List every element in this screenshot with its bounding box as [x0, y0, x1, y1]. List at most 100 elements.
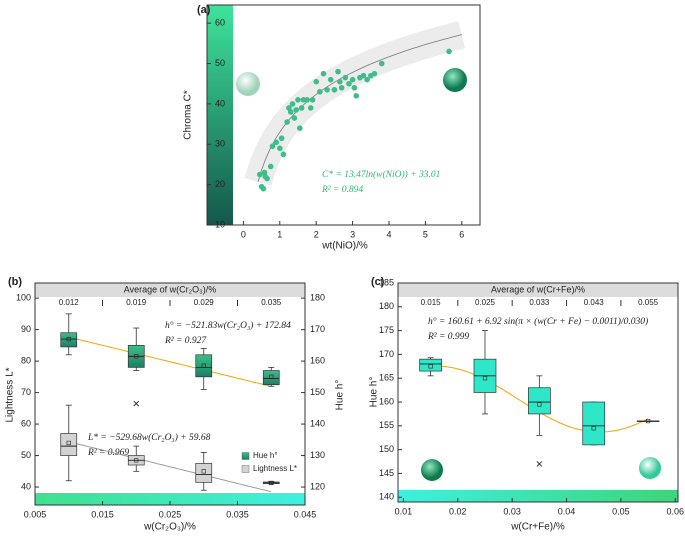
- point: [269, 143, 276, 150]
- x-tick-label: 0.06: [667, 506, 685, 516]
- mean: [134, 354, 139, 359]
- point: [320, 70, 327, 77]
- point: [293, 107, 299, 113]
- annotation: R² = 0.999: [427, 332, 469, 342]
- y-tick-label: 30: [215, 139, 225, 149]
- mean: [537, 402, 542, 407]
- point: [309, 97, 316, 103]
- x-tick-label: 0.025: [159, 509, 182, 519]
- x-axis-label: wt(NiO)/%: [321, 241, 368, 252]
- top-tick-label: 0.015: [421, 298, 442, 307]
- x-tick-label: 6: [459, 229, 464, 239]
- y-tick-label: 80: [21, 355, 31, 365]
- point: [260, 185, 267, 192]
- x-tick-label: 0.02: [449, 506, 467, 516]
- point: [256, 171, 263, 178]
- y-tick-label: 140: [379, 492, 394, 502]
- mean: [269, 374, 274, 379]
- top-band: [398, 283, 678, 297]
- color-bar: [207, 5, 233, 225]
- y-tick-label: 40: [215, 98, 225, 108]
- y2-tick-label: 180: [310, 292, 325, 302]
- top-axis-title: Average of w(Cr₂O₃)/%: [124, 284, 217, 294]
- fit-line: [68, 336, 272, 387]
- y-tick-label: 185: [379, 277, 394, 287]
- x-tick-label: 2: [314, 229, 319, 239]
- fit-line: [68, 441, 272, 493]
- y-axis-label: Chroma C*: [183, 90, 194, 140]
- x-tick-label: 0.03: [503, 506, 521, 516]
- box: [582, 401, 606, 446]
- point: [277, 145, 283, 152]
- y2-axis-label: Hue h°: [335, 380, 346, 411]
- legend-label: Hue h°: [253, 451, 278, 460]
- point: [287, 109, 294, 115]
- panel-label: (b): [8, 276, 22, 288]
- fit-line: [257, 34, 462, 183]
- point: [360, 72, 367, 79]
- y-tick-label: 160: [379, 396, 394, 406]
- top-axis-title: Average of w(Cr+Fe)/%: [491, 284, 585, 294]
- box: [60, 332, 78, 348]
- y2-tick-label: 150: [310, 387, 325, 397]
- point: [307, 105, 314, 111]
- point: [327, 76, 334, 83]
- y-tick-label: 165: [379, 373, 394, 383]
- x-axis-label: w(Cr+Fe)/%: [510, 522, 565, 533]
- point: [364, 76, 370, 83]
- box: [419, 358, 442, 372]
- point: [280, 151, 287, 158]
- y-tick-label: 100: [16, 292, 31, 302]
- y-axis-label: Lightness L*: [5, 367, 16, 422]
- point: [261, 169, 268, 176]
- y2-tick-label: 120: [310, 481, 325, 491]
- x-tick-label: 1: [277, 229, 282, 239]
- point: [331, 86, 338, 93]
- annotation: C* = 13.47ln(w(NiO)) + 33.01: [322, 169, 440, 180]
- x-tick-label: 0.045: [294, 509, 317, 519]
- point: [273, 139, 279, 146]
- panel-label: (c): [371, 276, 385, 288]
- x-axis-label: w(Cr₂O₃)/%: [143, 522, 196, 533]
- y-tick-label: 70: [21, 387, 31, 397]
- mean: [428, 364, 433, 369]
- legend-label: Lightness L*: [253, 464, 297, 473]
- top-band: [35, 283, 305, 297]
- y-axis-label: Hue h°: [369, 377, 380, 408]
- x-tick-label: 0.015: [91, 509, 114, 519]
- mean: [66, 336, 71, 342]
- y-tick-label: 180: [379, 301, 394, 311]
- point: [324, 86, 330, 93]
- box: [262, 370, 280, 386]
- mean: [482, 376, 488, 381]
- y-tick-label: 60: [21, 418, 31, 428]
- point: [446, 48, 452, 55]
- point: [289, 101, 296, 107]
- y2-tick-label: 140: [310, 418, 325, 428]
- x-tick-label: 4: [386, 229, 391, 239]
- top-tick-label: 0.035: [261, 298, 282, 307]
- top-tick-label: 0.043: [584, 298, 605, 307]
- y-tick-label: 90: [21, 324, 31, 334]
- point: [313, 78, 320, 85]
- point: [353, 93, 360, 99]
- y-tick-label: 170: [379, 349, 394, 359]
- y2-tick-label: 170: [310, 324, 325, 334]
- point: [317, 88, 323, 95]
- box: [528, 387, 551, 415]
- outlier: [133, 400, 140, 407]
- y-tick-label: 50: [21, 450, 31, 460]
- point: [342, 74, 349, 81]
- x-tick-label: 5: [423, 229, 428, 239]
- top-tick-label: 0.012: [59, 298, 80, 307]
- x-tick-label: 0.01: [395, 506, 413, 516]
- mean: [66, 440, 71, 446]
- point: [295, 97, 301, 103]
- mean: [269, 480, 274, 486]
- plot-frame: [206, 4, 481, 226]
- point: [278, 135, 285, 142]
- top-tick-label: 0.019: [126, 298, 147, 307]
- y-tick-label: 60: [215, 18, 225, 28]
- point: [371, 70, 378, 77]
- y-tick-label: 155: [379, 420, 394, 430]
